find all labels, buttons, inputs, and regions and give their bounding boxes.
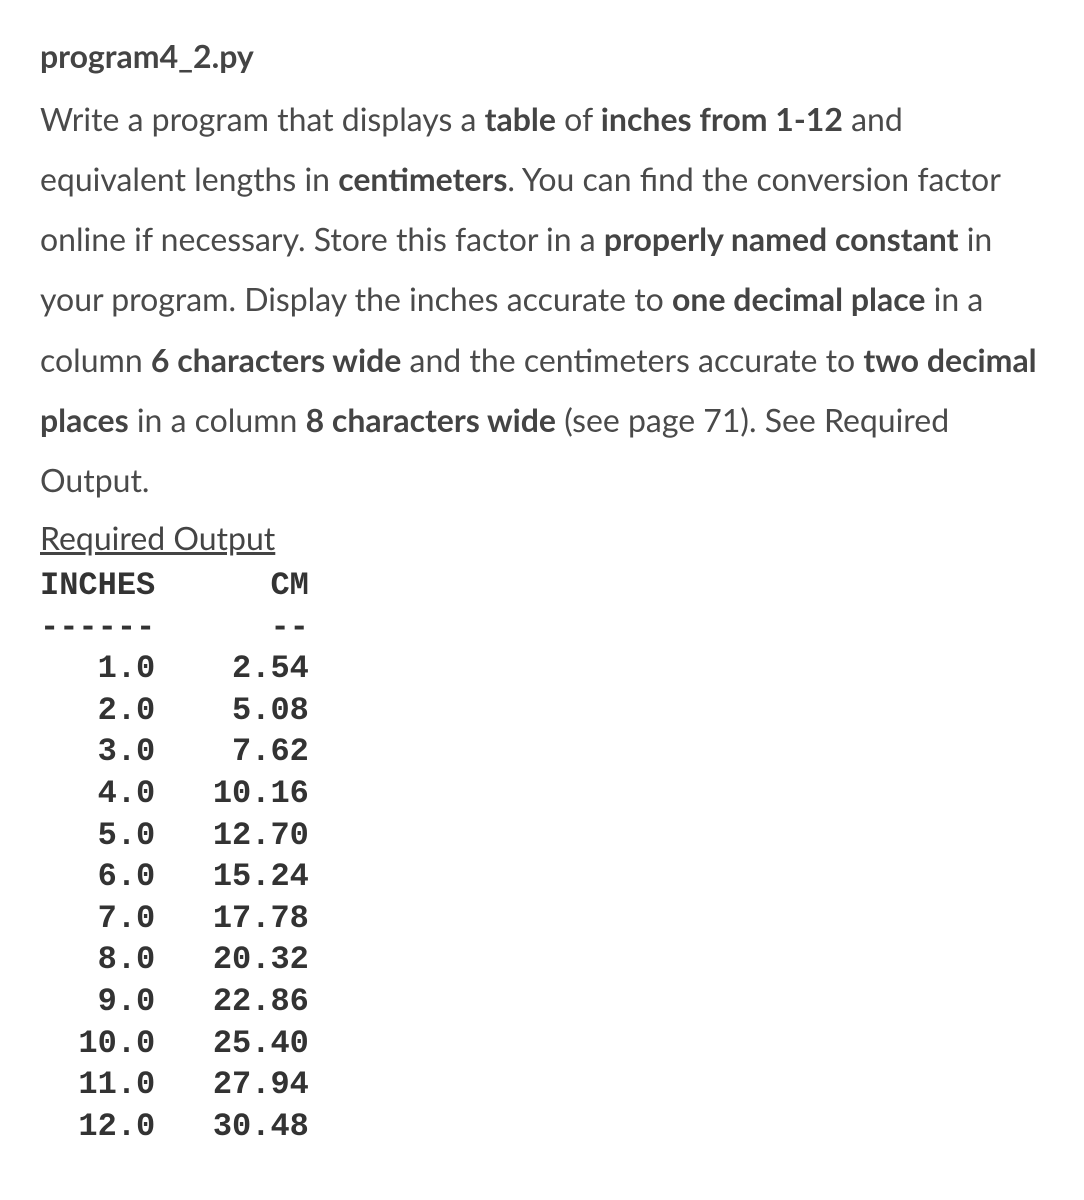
table-row: 3.0 7.62 <box>40 731 1044 773</box>
table-divider-row: ------ -- <box>40 607 1044 649</box>
table-row: 2.0 5.08 <box>40 690 1044 732</box>
table-row: 8.0 20.32 <box>40 939 1044 981</box>
bold-run: one decimal place <box>672 279 925 318</box>
bold-run: centimeters <box>338 159 507 198</box>
bold-run: 6 characters wide <box>151 340 401 379</box>
table-header-row: INCHES CM <box>40 565 1044 607</box>
bold-run: table <box>485 99 556 138</box>
table-row: 12.0 30.48 <box>40 1106 1044 1148</box>
table-row: 9.0 22.86 <box>40 981 1044 1023</box>
program-title: program4_2.py <box>40 36 1044 75</box>
text-run: of <box>556 99 601 138</box>
description-paragraph: Write a program that displays a table of… <box>40 89 1044 510</box>
table-row: 11.0 27.94 <box>40 1064 1044 1106</box>
table-row: 4.0 10.16 <box>40 773 1044 815</box>
table-row: 1.0 2.54 <box>40 648 1044 690</box>
table-row: 10.0 25.40 <box>40 1023 1044 1065</box>
required-output-heading: Required Output <box>40 518 1044 557</box>
bold-run: properly named constant <box>604 219 959 258</box>
table-row: 7.0 17.78 <box>40 898 1044 940</box>
bold-run: 8 characters wide <box>306 400 556 439</box>
text-run: Write a program that displays a <box>40 99 485 138</box>
output-table: INCHES CM------ -- 1.0 2.54 2.0 5.08 3.0… <box>40 565 1044 1147</box>
text-run: and the centimeters accurate to <box>401 340 863 379</box>
table-row: 5.0 12.70 <box>40 815 1044 857</box>
bold-run: inches from 1-12 <box>601 99 843 138</box>
text-run: in a column <box>129 400 306 439</box>
table-row: 6.0 15.24 <box>40 856 1044 898</box>
